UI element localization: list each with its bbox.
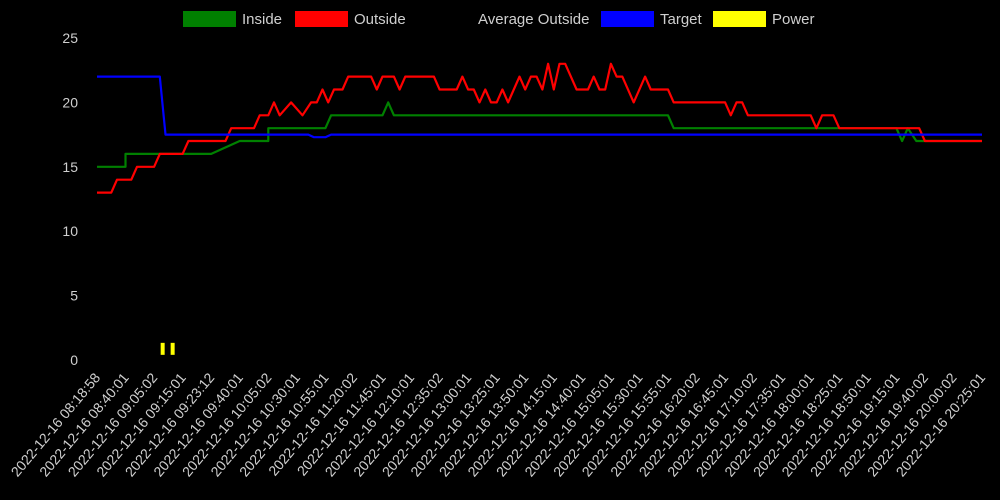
legend-swatch-average-outside[interactable] bbox=[419, 11, 472, 27]
series-line-outside bbox=[97, 62, 982, 194]
y-tick-label: 15 bbox=[62, 159, 78, 175]
legend-label-inside[interactable]: Inside bbox=[242, 11, 282, 28]
y-tick-label: 5 bbox=[70, 288, 78, 304]
legend: Inside Outside Average Outside Target Power bbox=[183, 11, 815, 28]
legend-swatch-inside[interactable] bbox=[183, 11, 236, 27]
legend-swatch-outside[interactable] bbox=[295, 11, 348, 27]
legend-label-target[interactable]: Target bbox=[660, 11, 703, 28]
legend-swatch-target[interactable] bbox=[601, 11, 654, 27]
legend-label-average-outside[interactable]: Average Outside bbox=[478, 11, 589, 28]
power-mark bbox=[160, 342, 165, 355]
y-tick-label: 0 bbox=[70, 352, 78, 368]
legend-swatch-power[interactable] bbox=[713, 11, 766, 27]
legend-label-outside[interactable]: Outside bbox=[354, 11, 406, 28]
power-mark bbox=[170, 342, 175, 355]
series-layer bbox=[97, 62, 982, 355]
y-tick-label: 25 bbox=[62, 30, 78, 46]
y-tick-label: 20 bbox=[62, 94, 78, 110]
series-line-target bbox=[97, 75, 982, 139]
y-axis: 0 5 10 15 20 25 bbox=[62, 30, 78, 368]
y-tick-label: 10 bbox=[62, 223, 78, 239]
legend-label-power[interactable]: Power bbox=[772, 11, 815, 28]
